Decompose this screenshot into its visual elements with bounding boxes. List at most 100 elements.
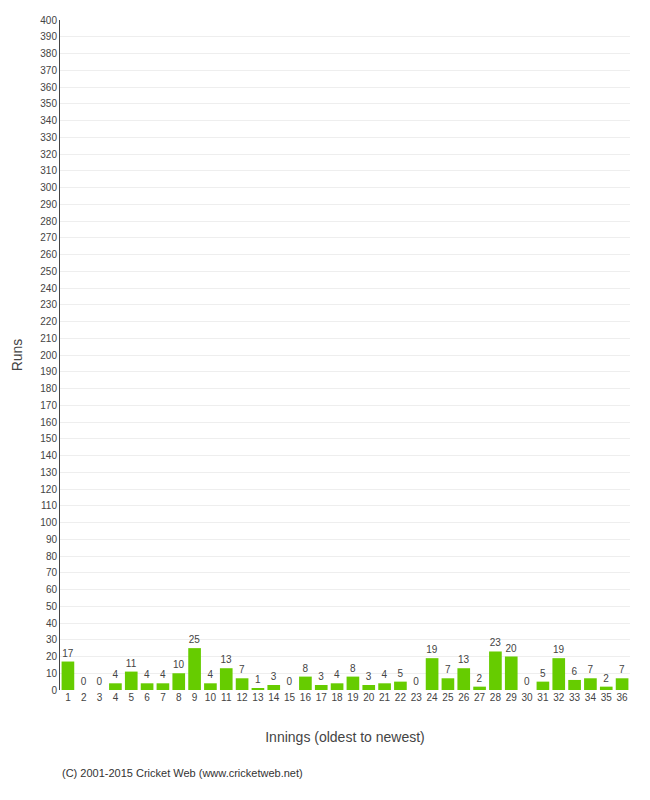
svg-text:26: 26 (458, 692, 470, 703)
svg-text:3: 3 (366, 671, 372, 682)
svg-text:28: 28 (490, 692, 502, 703)
svg-text:34: 34 (585, 692, 597, 703)
svg-text:350: 350 (40, 98, 57, 109)
svg-text:180: 180 (40, 383, 57, 394)
svg-text:14: 14 (268, 692, 280, 703)
svg-text:7: 7 (160, 692, 166, 703)
svg-text:24: 24 (427, 692, 439, 703)
svg-text:290: 290 (40, 199, 57, 210)
svg-text:11: 11 (126, 658, 137, 669)
svg-text:40: 40 (46, 618, 58, 629)
svg-text:25: 25 (189, 634, 201, 645)
svg-text:260: 260 (40, 249, 57, 260)
svg-text:6: 6 (144, 692, 150, 703)
svg-text:5: 5 (128, 692, 134, 703)
svg-text:5: 5 (540, 668, 546, 679)
svg-text:7: 7 (587, 664, 593, 675)
svg-text:50: 50 (46, 601, 58, 612)
svg-text:20: 20 (505, 643, 517, 654)
svg-text:20: 20 (46, 651, 58, 662)
svg-text:8: 8 (302, 663, 308, 674)
svg-text:310: 310 (40, 165, 57, 176)
svg-text:17: 17 (316, 692, 328, 703)
svg-text:16: 16 (300, 692, 312, 703)
svg-text:0: 0 (51, 685, 57, 696)
svg-text:15: 15 (284, 692, 296, 703)
svg-text:0: 0 (413, 676, 419, 687)
svg-text:4: 4 (334, 669, 340, 680)
svg-text:Innings (oldest to newest): Innings (oldest to newest) (265, 729, 425, 745)
svg-text:190: 190 (40, 366, 57, 377)
svg-text:7: 7 (619, 664, 625, 675)
svg-text:400: 400 (40, 15, 57, 26)
svg-text:12: 12 (237, 692, 249, 703)
svg-text:23: 23 (411, 692, 423, 703)
svg-text:70: 70 (46, 567, 58, 578)
svg-text:10: 10 (205, 692, 217, 703)
svg-text:8: 8 (350, 663, 356, 674)
svg-text:7: 7 (239, 664, 245, 675)
svg-text:Runs: Runs (9, 339, 25, 372)
svg-text:0: 0 (524, 676, 530, 687)
svg-text:390: 390 (40, 31, 57, 42)
svg-text:8: 8 (176, 692, 182, 703)
svg-text:19: 19 (553, 644, 565, 655)
svg-text:4: 4 (382, 669, 388, 680)
svg-text:13: 13 (220, 654, 232, 665)
svg-text:30: 30 (46, 634, 58, 645)
svg-text:3: 3 (318, 671, 324, 682)
svg-text:3: 3 (271, 671, 277, 682)
svg-text:250: 250 (40, 266, 57, 277)
svg-text:(C) 2001-2015 Cricket Web (www: (C) 2001-2015 Cricket Web (www.cricketwe… (62, 767, 303, 779)
svg-text:380: 380 (40, 48, 57, 59)
svg-text:32: 32 (553, 692, 565, 703)
svg-text:0: 0 (81, 676, 87, 687)
svg-text:2: 2 (603, 673, 609, 684)
svg-text:4: 4 (113, 692, 119, 703)
svg-text:2: 2 (81, 692, 87, 703)
svg-text:19: 19 (426, 644, 438, 655)
svg-text:2: 2 (477, 673, 483, 684)
svg-text:6: 6 (572, 666, 578, 677)
svg-text:170: 170 (40, 400, 57, 411)
svg-text:33: 33 (569, 692, 581, 703)
svg-text:13: 13 (458, 654, 470, 665)
svg-text:270: 270 (40, 232, 57, 243)
svg-text:27: 27 (474, 692, 486, 703)
svg-text:29: 29 (506, 692, 518, 703)
svg-text:31: 31 (537, 692, 549, 703)
svg-text:23: 23 (490, 637, 502, 648)
svg-text:80: 80 (46, 551, 58, 562)
svg-text:7: 7 (445, 664, 451, 675)
svg-text:320: 320 (40, 149, 57, 160)
svg-text:0: 0 (97, 676, 103, 687)
svg-text:240: 240 (40, 283, 57, 294)
svg-text:1: 1 (65, 692, 71, 703)
svg-text:1: 1 (255, 674, 261, 685)
svg-text:280: 280 (40, 216, 57, 227)
svg-text:130: 130 (40, 467, 57, 478)
svg-text:100: 100 (40, 517, 57, 528)
svg-text:9: 9 (192, 692, 198, 703)
svg-text:60: 60 (46, 584, 58, 595)
svg-text:4: 4 (144, 669, 150, 680)
svg-text:3: 3 (97, 692, 103, 703)
svg-text:11: 11 (221, 692, 232, 703)
svg-text:110: 110 (41, 500, 57, 511)
svg-text:120: 120 (40, 484, 57, 495)
svg-text:140: 140 (40, 450, 57, 461)
svg-text:13: 13 (252, 692, 264, 703)
svg-text:20: 20 (363, 692, 375, 703)
svg-text:300: 300 (40, 182, 57, 193)
svg-text:10: 10 (173, 659, 185, 670)
svg-text:25: 25 (442, 692, 454, 703)
svg-text:4: 4 (112, 669, 118, 680)
svg-text:36: 36 (617, 692, 629, 703)
svg-text:4: 4 (207, 669, 213, 680)
svg-text:220: 220 (40, 316, 57, 327)
svg-text:21: 21 (379, 692, 391, 703)
svg-text:0: 0 (287, 676, 293, 687)
svg-text:330: 330 (40, 132, 57, 143)
svg-text:19: 19 (347, 692, 359, 703)
svg-text:370: 370 (40, 65, 57, 76)
